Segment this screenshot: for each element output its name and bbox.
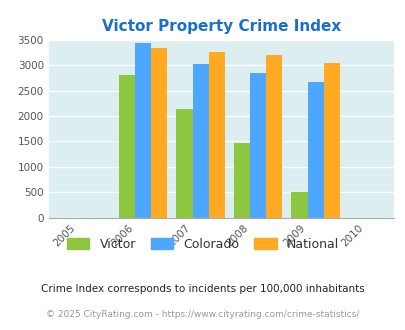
Title: Victor Property Crime Index: Victor Property Crime Index [101, 19, 340, 34]
Bar [249, 73, 266, 218]
Bar [307, 82, 323, 218]
Bar [266, 55, 281, 218]
Bar [176, 109, 192, 218]
Bar [208, 52, 224, 218]
Bar [291, 192, 307, 218]
Legend: Victor, Colorado, National: Victor, Colorado, National [63, 234, 342, 254]
Bar [135, 43, 151, 218]
Text: Crime Index corresponds to incidents per 100,000 inhabitants: Crime Index corresponds to incidents per… [41, 284, 364, 294]
Bar [323, 63, 339, 218]
Bar [192, 64, 208, 218]
Bar [151, 48, 167, 218]
Text: © 2025 CityRating.com - https://www.cityrating.com/crime-statistics/: © 2025 CityRating.com - https://www.city… [46, 310, 359, 319]
Bar [233, 143, 249, 218]
Bar [119, 75, 135, 218]
